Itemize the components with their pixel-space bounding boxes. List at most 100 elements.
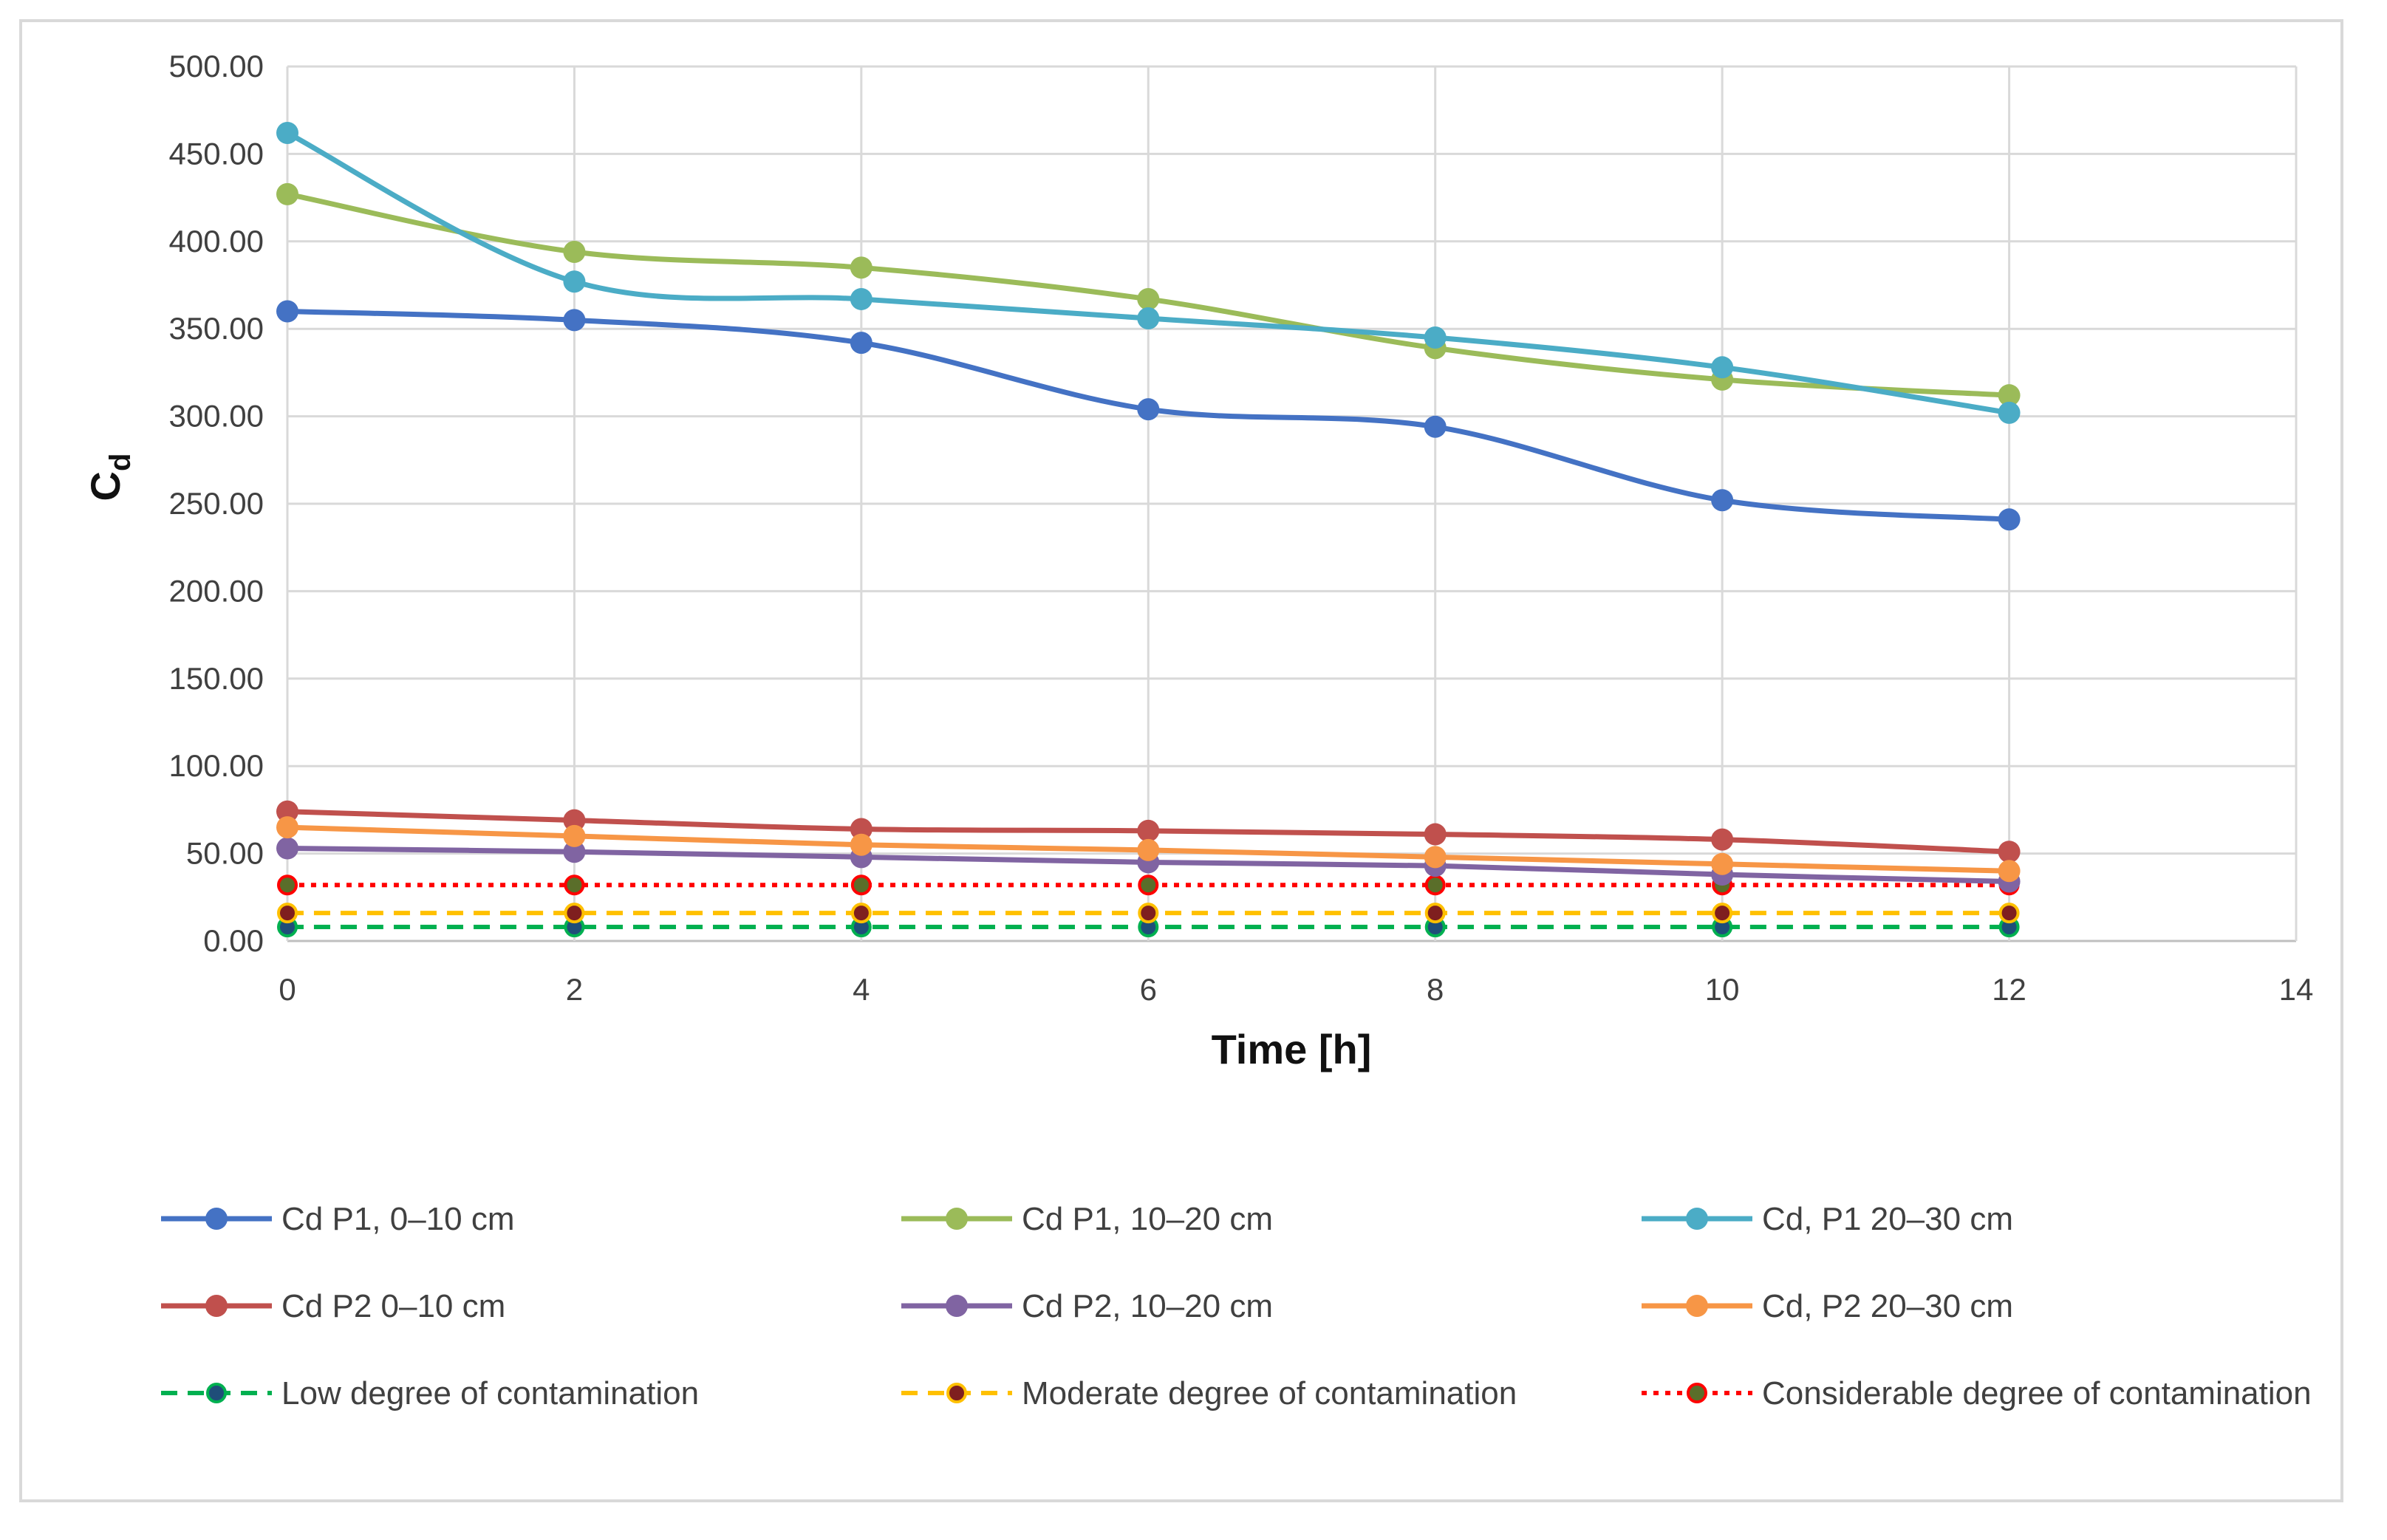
- legend-label: Cd P2, 10–20 cm: [1022, 1288, 1273, 1324]
- y-axis-title-sub: d: [104, 454, 137, 471]
- y-tick-label: 300.00: [169, 399, 264, 434]
- data-point: [1711, 356, 1734, 379]
- data-point: [1998, 401, 2021, 424]
- data-point: [850, 256, 872, 279]
- legend-item: Cd P1, 0–10 cm: [161, 1201, 515, 1237]
- data-point: [1711, 489, 1734, 512]
- legend-label: Low degree of contamination: [281, 1375, 699, 1411]
- data-point: [1137, 287, 1160, 310]
- data-point: [1138, 875, 1159, 896]
- legend-swatch-marker: [206, 1383, 227, 1403]
- grid-lines: [286, 65, 2298, 942]
- data-point: [850, 818, 872, 841]
- data-point: [1137, 838, 1160, 861]
- data-point: [1138, 903, 1159, 924]
- data-point: [564, 903, 585, 924]
- legend-item: Cd P2, 10–20 cm: [901, 1288, 1273, 1324]
- data-point: [1424, 823, 1447, 846]
- legend-swatch-marker: [1686, 1208, 1708, 1230]
- data-point: [1424, 846, 1447, 869]
- legend-item: Cd, P2 20–30 cm: [1642, 1288, 2013, 1324]
- svg-text:Cd: Cd: [82, 454, 137, 502]
- legend-swatch-marker: [1686, 1295, 1708, 1317]
- legend-item: Cd P1, 10–20 cm: [901, 1201, 1273, 1237]
- x-axis-title: Time [h]: [1212, 1026, 1372, 1072]
- legend-swatch-marker: [205, 1295, 228, 1317]
- y-tick-label: 250.00: [169, 486, 264, 521]
- legend-swatch-marker: [1687, 1383, 1707, 1403]
- data-point: [563, 809, 586, 832]
- y-tick-label: 450.00: [169, 136, 264, 171]
- data-point: [1712, 903, 1733, 924]
- series-0: [276, 300, 2021, 531]
- series-2: [276, 121, 2021, 424]
- data-point: [1137, 307, 1160, 329]
- data-point: [1711, 828, 1734, 851]
- chart-frame: [19, 19, 2343, 1502]
- legend-item: Cd, P1 20–30 cm: [1642, 1201, 2013, 1237]
- data-point: [277, 903, 298, 924]
- y-tick-label: 100.00: [169, 748, 264, 783]
- legend-swatch-marker: [946, 1208, 968, 1230]
- y-tick-label: 500.00: [169, 49, 264, 83]
- legend-label: Moderate degree of contamination: [1022, 1375, 1517, 1411]
- data-point: [564, 875, 585, 896]
- legend-label: Cd, P1 20–30 cm: [1762, 1201, 2013, 1237]
- x-tick-label: 10: [1705, 972, 1740, 1007]
- legend-swatch-marker: [946, 1383, 967, 1403]
- x-tick-label: 0: [279, 972, 296, 1007]
- legend-swatch-marker: [946, 1295, 968, 1317]
- data-point: [1711, 852, 1734, 875]
- series-8: [277, 875, 2020, 896]
- x-tick-label: 8: [1427, 972, 1444, 1007]
- data-point: [563, 841, 586, 863]
- x-tick-label: 4: [853, 972, 870, 1007]
- x-tick-label: 14: [2279, 972, 2314, 1007]
- x-tick-label: 6: [1140, 972, 1157, 1007]
- data-point: [276, 816, 298, 839]
- data-point: [563, 241, 586, 264]
- data-point: [850, 332, 872, 355]
- data-point: [277, 875, 298, 896]
- legend-label: Cd, P2 20–30 cm: [1762, 1288, 2013, 1324]
- legend-label: Cd P1, 10–20 cm: [1022, 1201, 1273, 1237]
- y-axis-ticks: 0.00 50.00 100.00 150.00 200.00 250.00 300.00 3…: [169, 49, 264, 958]
- series-3: [276, 800, 2021, 863]
- data-point: [1424, 903, 1446, 924]
- data-point: [1998, 860, 2021, 883]
- y-tick-label: 400.00: [169, 224, 264, 259]
- data-point: [276, 182, 298, 205]
- legend-label: Considerable degree of contamination: [1762, 1375, 2312, 1411]
- series-6: [277, 917, 2020, 938]
- legend-label: Cd P2 0–10 cm: [281, 1288, 505, 1324]
- legend-item: Low degree of contamination: [161, 1375, 699, 1411]
- data-point: [276, 837, 298, 860]
- y-tick-label: 50.00: [186, 836, 264, 871]
- series-layer: [276, 121, 2021, 938]
- x-axis-ticks: 0 2 4 6 8 10 12 14: [279, 972, 2313, 1007]
- series-5: [276, 816, 2021, 883]
- data-point: [850, 875, 872, 896]
- data-point: [276, 300, 298, 323]
- data-point: [1424, 875, 1446, 896]
- legend-item: Cd P2 0–10 cm: [161, 1288, 505, 1324]
- legend-label: Cd P1, 0–10 cm: [281, 1201, 515, 1237]
- series-7: [277, 903, 2020, 924]
- data-point: [1137, 819, 1160, 842]
- data-point: [563, 270, 586, 293]
- data-point: [1998, 384, 2021, 407]
- legend-item: Moderate degree of contamination: [901, 1375, 1517, 1411]
- data-point: [1137, 398, 1160, 421]
- data-point: [1998, 903, 2020, 924]
- y-tick-label: 0.00: [203, 923, 264, 958]
- x-tick-label: 2: [566, 972, 583, 1007]
- data-point: [850, 287, 872, 310]
- data-point: [1424, 326, 1447, 349]
- data-point: [1998, 508, 2021, 531]
- y-tick-label: 350.00: [169, 311, 264, 346]
- x-tick-label: 12: [1992, 972, 2026, 1007]
- legend-swatch-marker: [205, 1208, 228, 1230]
- data-point: [1424, 415, 1447, 438]
- y-axis-title-main: C: [82, 471, 129, 501]
